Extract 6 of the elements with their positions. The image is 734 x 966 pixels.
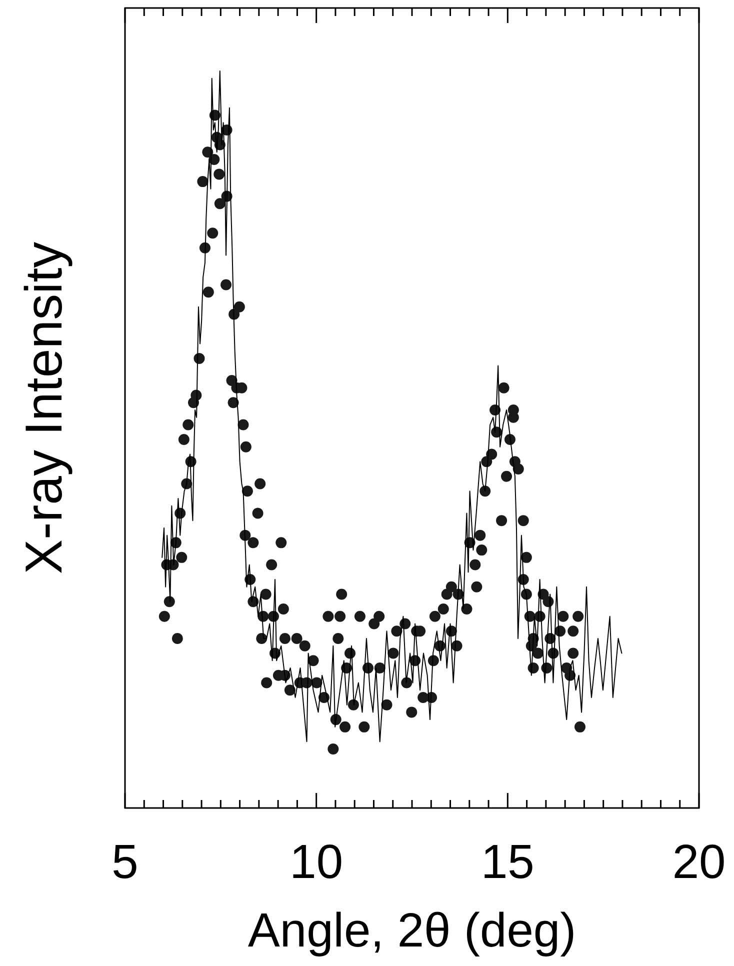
x-tick-label: 20 — [672, 836, 726, 890]
x-axis-title: Angle, 2θ (deg) — [248, 904, 576, 958]
x-tick-label: 10 — [290, 836, 344, 890]
x-tick-label: 5 — [112, 836, 138, 890]
x-tick-label: 15 — [480, 836, 534, 890]
y-axis-title: X-ray Intensity — [16, 242, 74, 574]
